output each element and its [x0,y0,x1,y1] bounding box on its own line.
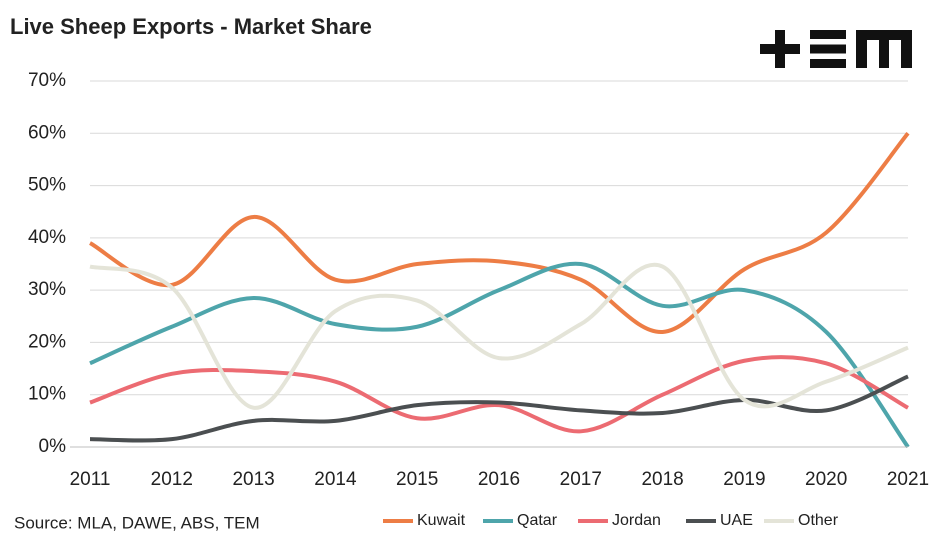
y-tick-label: 60% [28,122,66,143]
legend-label: Qatar [517,512,558,529]
y-tick-label: 10% [28,384,66,405]
x-tick-label: 2012 [151,469,193,490]
y-tick-label: 50% [28,175,66,196]
series-line [89,261,910,449]
x-tick-label: 2021 [887,469,929,490]
legend-label: UAE [720,512,753,529]
logo [760,30,912,68]
x-tick-label: 2011 [70,469,111,490]
series-line [89,374,909,443]
legend-label: Other [798,512,839,529]
y-tick-label: 40% [28,227,66,248]
x-tick-label: 2020 [805,469,847,490]
legend-label: Kuwait [417,512,466,529]
x-tick-label: 2017 [560,469,602,490]
x-tick-label: 2014 [314,469,357,490]
y-tick-label: 20% [28,331,66,352]
y-tick-label: 70% [28,70,66,91]
y-tick-label: 30% [28,279,66,300]
x-tick-label: 2015 [396,469,438,490]
series-line [88,132,910,334]
series-line [89,262,909,410]
chart-title: Live Sheep Exports - Market Share [10,14,372,39]
source-note: Source: MLA, DAWE, ABS, TEM [14,513,260,532]
x-tick-label: 2018 [641,469,683,490]
series-line [89,355,909,434]
y-tick-label: 0% [39,436,67,457]
x-tick-label: 2016 [478,469,520,490]
x-tick-label: 2013 [232,469,274,490]
x-tick-label: 2019 [723,469,765,490]
legend-label: Jordan [612,512,661,529]
